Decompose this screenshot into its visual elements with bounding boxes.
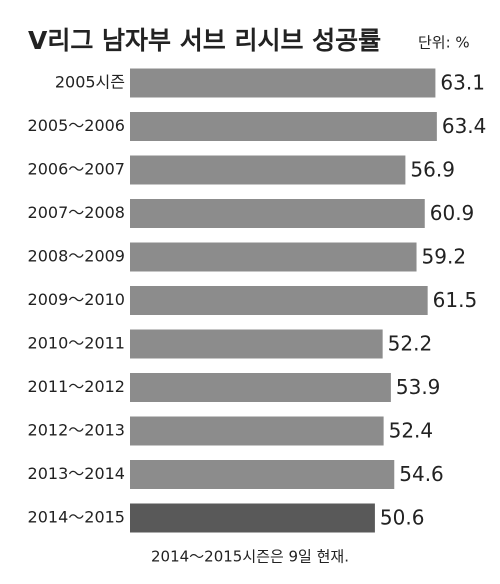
category-label: 2014～2015 (28, 508, 125, 527)
value-label: 60.9 (430, 201, 475, 225)
bar (130, 242, 417, 272)
category-label: 2006～2007 (28, 160, 125, 179)
bar (130, 199, 425, 228)
category-label: 2012～2013 (28, 421, 125, 440)
category-label: 2007～2008 (28, 203, 125, 222)
value-label: 59.2 (422, 245, 467, 269)
value-label: 63.4 (442, 114, 487, 138)
bar (130, 329, 383, 359)
category-label: 2005～2006 (28, 116, 125, 135)
category-label: 2005시즌 (55, 73, 125, 92)
category-label: 2010～2011 (28, 334, 125, 353)
chart-title: V리그 남자부 서브 리시브 성공률 (28, 26, 381, 55)
bar (130, 155, 406, 185)
value-label: 52.4 (389, 419, 434, 443)
bar (130, 286, 428, 315)
value-label: 52.2 (388, 332, 433, 356)
value-label: 50.6 (380, 506, 425, 530)
value-label: 53.9 (396, 375, 441, 399)
bar (130, 503, 375, 533)
category-label: 2011～2012 (28, 377, 125, 396)
value-label: 56.9 (410, 158, 455, 182)
bar (130, 416, 384, 446)
value-label: 63.1 (440, 71, 485, 95)
value-label: 54.6 (399, 462, 444, 486)
category-label: 2013～2014 (28, 464, 125, 483)
category-label: 2008～2009 (28, 247, 125, 266)
unit-label: 단위: % (418, 34, 470, 52)
bar (130, 460, 395, 489)
value-label: 61.5 (433, 288, 478, 312)
bar (130, 68, 436, 98)
bar (130, 373, 391, 402)
category-label: 2009～2010 (28, 290, 125, 309)
footnote: 2014～2015시즌은 9일 현재. (151, 548, 349, 566)
bar (130, 112, 437, 141)
